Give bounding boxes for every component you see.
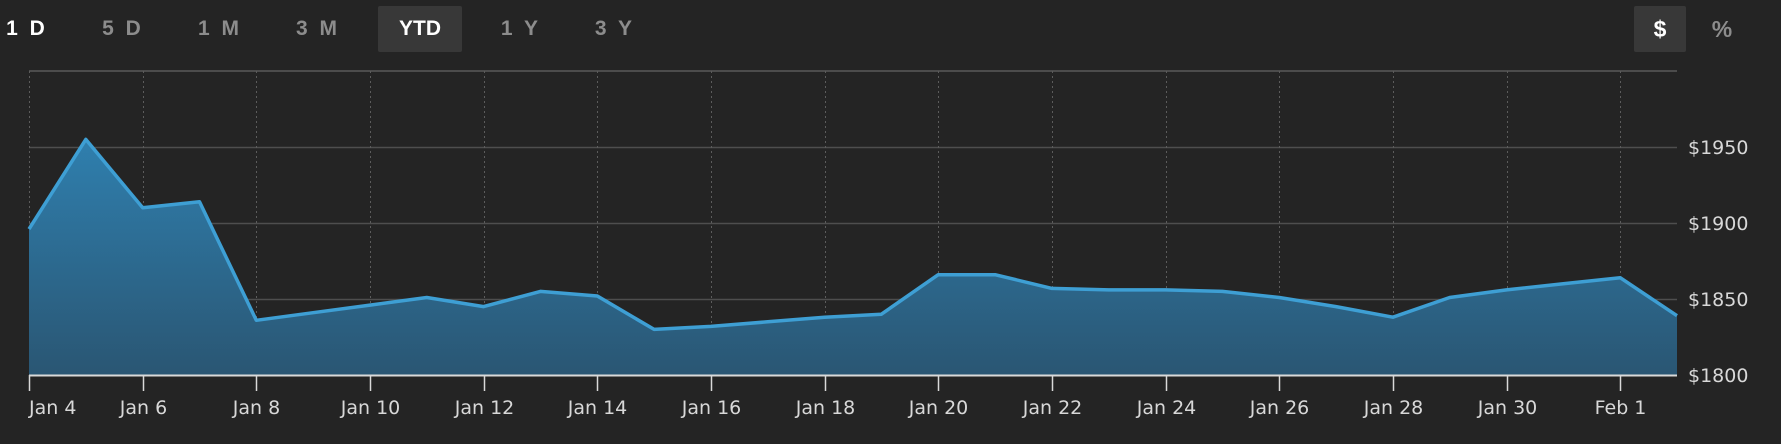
x-tick-label: Jan 18	[795, 397, 856, 419]
y-tick-label: $1950	[1688, 137, 1748, 159]
x-tick-label: Jan 16	[681, 397, 742, 419]
x-tick-label: Jan 4	[28, 397, 76, 419]
x-tick-label: Jan 24	[1136, 397, 1197, 419]
x-tick-label: Jan 6	[119, 397, 167, 419]
x-tick-label: Jan 20	[908, 397, 969, 419]
unit-percent-button[interactable]: %	[1711, 16, 1733, 42]
range-1m-button[interactable]: 1 M	[197, 17, 242, 40]
x-tick-label: Feb 1	[1595, 397, 1647, 419]
y-tick-label: $1900	[1688, 213, 1748, 235]
x-tick-label: Jan 8	[232, 397, 280, 419]
range-3y-button[interactable]: 3 Y	[594, 17, 636, 40]
x-tick-label: Jan 26	[1249, 397, 1310, 419]
x-tick-label: Jan 12	[454, 397, 515, 419]
x-tick-label: Jan 14	[567, 397, 628, 419]
series-area	[29, 139, 1677, 375]
unit-dollar-button[interactable]: $	[1634, 6, 1686, 52]
range-1y-button[interactable]: 1 Y	[500, 17, 542, 40]
y-tick-label: $1800	[1688, 365, 1748, 387]
y-tick-label: $1850	[1688, 289, 1748, 311]
range-3m-button[interactable]: 3 M	[295, 17, 340, 40]
area-layer	[27, 137, 1678, 375]
x-tick-label: Jan 10	[340, 397, 401, 419]
x-tick-label: Jan 22	[1022, 397, 1083, 419]
range-1d-button[interactable]: 1 D	[6, 17, 48, 40]
x-tick-label: Jan 28	[1363, 397, 1424, 419]
axis-layer: Jan 4 Jan 6 Jan 8 Jan 10 Jan 12 Jan 14 Jan 16 J…	[28, 137, 1748, 419]
range-ytd-button[interactable]: YTD	[378, 6, 462, 52]
x-tick-label: Jan 30	[1477, 397, 1538, 419]
grid	[29, 70, 1677, 375]
range-5d-button[interactable]: 5 D	[102, 17, 144, 40]
series-line	[27, 137, 1678, 332]
